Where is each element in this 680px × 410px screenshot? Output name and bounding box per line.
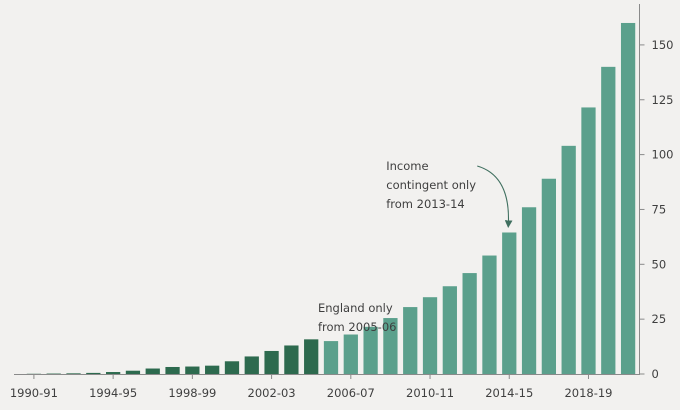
bar-2015-16 bbox=[521, 207, 537, 374]
bar-2000-01 bbox=[224, 361, 240, 374]
bar-2009-10 bbox=[403, 307, 418, 374]
x-tick-label-2014-15: 2014-15 bbox=[485, 386, 533, 400]
bar-1993-94 bbox=[86, 372, 101, 374]
bar-2014-15 bbox=[502, 232, 517, 374]
bar-2008-09 bbox=[383, 318, 398, 374]
bar-1992-93 bbox=[66, 373, 81, 375]
x-tick-label-2002-03: 2002-03 bbox=[248, 386, 296, 400]
bar-1995-96 bbox=[125, 370, 141, 374]
x-tick-label-1998-99: 1998-99 bbox=[168, 386, 216, 400]
y-tick-label-100: 100 bbox=[652, 148, 674, 162]
annotation-1-line-2: from 2013-14 bbox=[386, 197, 464, 211]
bar-2019-20 bbox=[601, 66, 616, 374]
x-tick-label-1994-95: 1994-95 bbox=[89, 386, 137, 400]
bar-2013-14 bbox=[482, 255, 497, 374]
bar-1999-00 bbox=[205, 365, 220, 374]
x-tick-label-2018-19: 2018-19 bbox=[564, 386, 612, 400]
x-tick-label-2010-11: 2010-11 bbox=[406, 386, 454, 400]
bar-1991-92 bbox=[46, 373, 61, 375]
bar-2003-04 bbox=[284, 345, 299, 374]
bar-2004-05 bbox=[304, 339, 319, 374]
bar-2016-17 bbox=[541, 178, 556, 374]
annotation-0-line-1: from 2005-06 bbox=[318, 320, 396, 334]
bar-2011-12 bbox=[442, 286, 457, 374]
x-tick-label-2006-07: 2006-07 bbox=[327, 386, 375, 400]
bar-2010-11 bbox=[422, 297, 438, 374]
annotation-0-line-0: England only bbox=[318, 301, 393, 315]
annotation-1-line-1: contingent only bbox=[386, 178, 476, 192]
y-tick-label-50: 50 bbox=[652, 257, 667, 271]
bar-2002-03 bbox=[264, 350, 279, 374]
bar-1997-98 bbox=[165, 366, 180, 374]
y-tick-label-0: 0 bbox=[652, 367, 659, 381]
bar-2017-18 bbox=[561, 145, 576, 374]
bar-1996-97 bbox=[145, 368, 160, 374]
annotation-arrow bbox=[477, 165, 513, 229]
bar-1994-95 bbox=[106, 372, 121, 374]
bar-2018-19 bbox=[581, 107, 596, 374]
annotation-1-line-0: Income bbox=[386, 159, 428, 173]
bar-2012-13 bbox=[462, 273, 477, 374]
bar-2007-08 bbox=[363, 326, 378, 374]
bar-2006-07 bbox=[343, 334, 358, 374]
y-tick-label-75: 75 bbox=[652, 202, 667, 216]
y-tick-label-150: 150 bbox=[652, 38, 674, 52]
bar-2005-06 bbox=[323, 341, 339, 374]
y-tick-label-25: 25 bbox=[652, 312, 667, 326]
bar-2001-02 bbox=[244, 356, 259, 374]
bar-1998-99 bbox=[185, 366, 200, 374]
y-tick-label-125: 125 bbox=[652, 93, 674, 107]
bar-2020-21 bbox=[620, 22, 636, 374]
x-tick-label-1990-91: 1990-91 bbox=[10, 386, 58, 400]
